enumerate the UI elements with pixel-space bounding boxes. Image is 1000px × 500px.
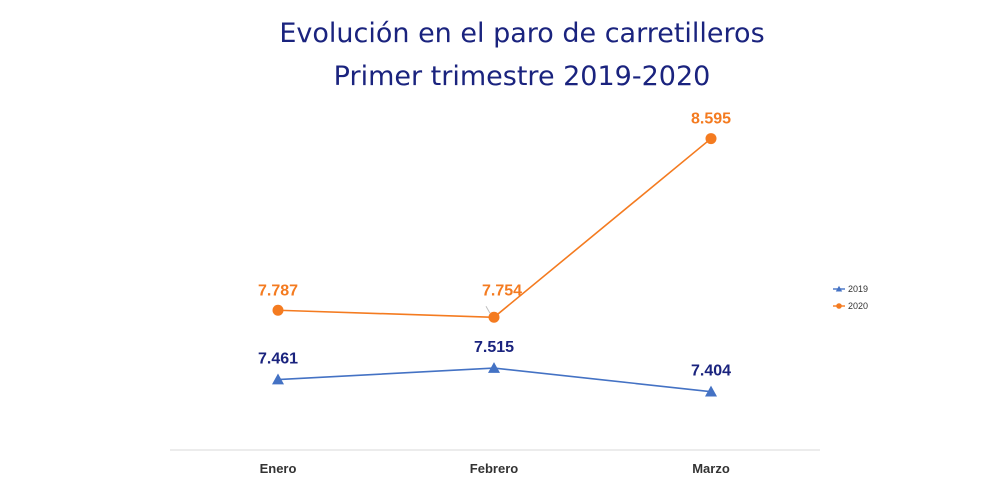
data-label-2020: 7.787 [258,282,298,299]
data-label-2020: 7.754 [482,282,522,299]
series-layer [272,133,717,397]
data-point-2020 [488,311,500,323]
data-point-2020 [272,304,284,316]
legend-label-2020: 2020 [848,301,868,311]
x-tick-label: Febrero [470,461,518,476]
legend-marker-2019 [835,285,843,292]
legend: 2019 2020 [833,284,868,311]
x-axis-ticks: Enero Febrero Marzo [260,461,730,476]
chart-title: Evolución en el paro de carretilleros [279,18,764,49]
data-label-2019: 7.461 [258,351,298,368]
legend-marker-2020 [836,303,842,309]
data-point-2019 [488,362,500,373]
x-tick-label: Marzo [692,461,730,476]
data-point-2020 [705,133,717,145]
x-tick-label: Enero [260,461,297,476]
data-labels-layer: 7.461 7.515 7.404 7.787 7.754 8.595 [258,111,731,380]
chart-subtitle: Primer trimestre 2019-2020 [334,61,711,92]
legend-label-2019: 2019 [848,284,868,294]
data-label-2019: 7.404 [691,363,731,380]
data-point-2019 [705,385,717,397]
data-label-2019: 7.515 [474,339,514,356]
data-point-2019 [272,373,284,385]
data-label-2020: 8.595 [691,111,731,128]
label-leader-line [485,306,491,314]
